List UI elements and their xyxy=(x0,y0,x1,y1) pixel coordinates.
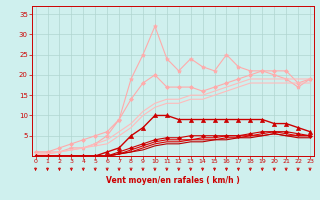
X-axis label: Vent moyen/en rafales ( km/h ): Vent moyen/en rafales ( km/h ) xyxy=(106,176,240,185)
